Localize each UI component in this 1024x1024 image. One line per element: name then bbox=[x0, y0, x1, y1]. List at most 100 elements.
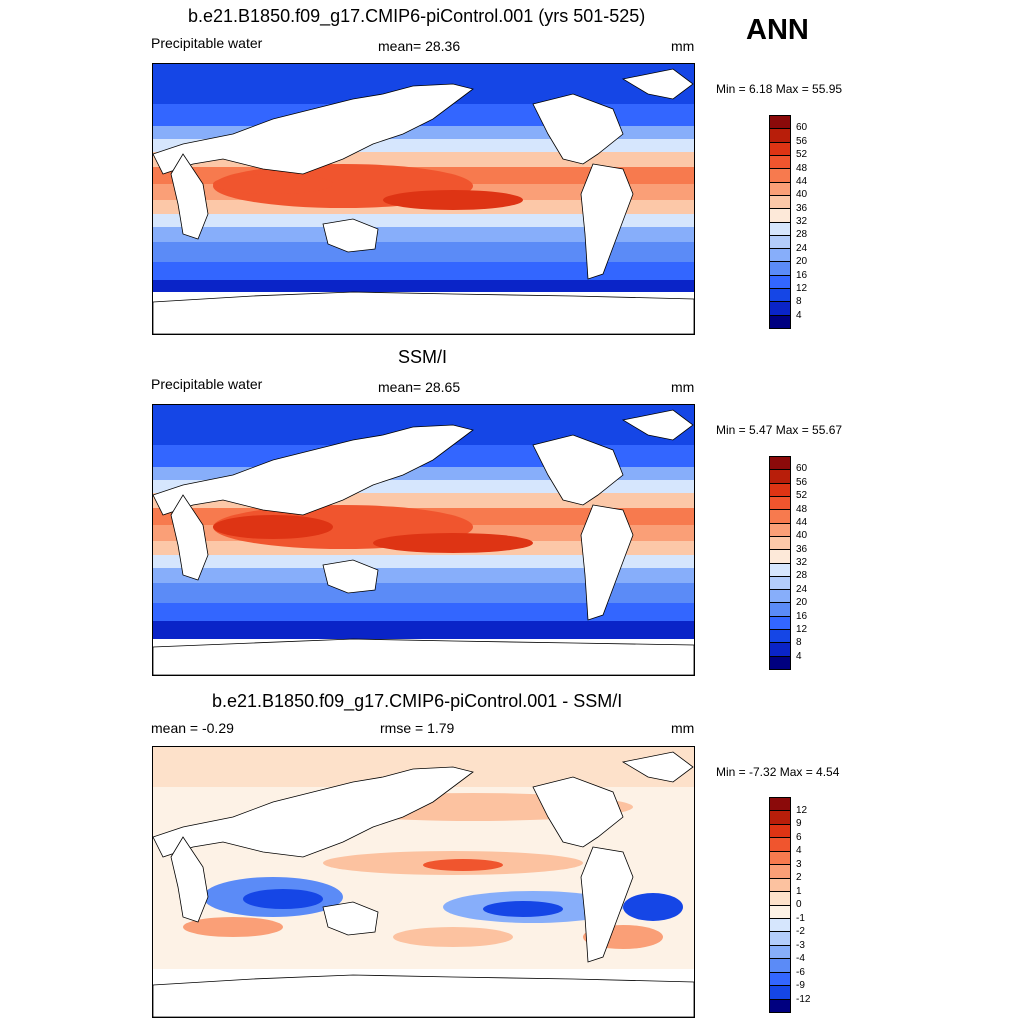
colorbar-tick-label: 32 bbox=[796, 216, 808, 227]
colorbar-box bbox=[770, 603, 790, 617]
colorbar-tick-label: -3 bbox=[796, 939, 805, 951]
colorbar-box bbox=[770, 851, 790, 866]
colorbar-box bbox=[770, 616, 790, 631]
colorbar-tick-label: 56 bbox=[796, 476, 808, 488]
colorbar-box bbox=[770, 918, 790, 933]
colorbar-tick-label: 8 bbox=[796, 296, 802, 308]
colorbar-box bbox=[770, 972, 790, 987]
colorbar-box bbox=[770, 470, 790, 484]
colorbar-box bbox=[770, 945, 790, 960]
colorbar-tick-label: 2 bbox=[796, 872, 802, 883]
colorbar-box bbox=[770, 932, 790, 946]
colorbar-box bbox=[770, 275, 790, 290]
panel1-colorbar bbox=[769, 115, 791, 329]
colorbar-tick-label: -9 bbox=[796, 980, 805, 991]
colorbar-tick-label: 60 bbox=[796, 122, 808, 134]
colorbar-box bbox=[770, 550, 790, 564]
colorbar-box bbox=[770, 838, 790, 852]
colorbar-box bbox=[770, 811, 790, 825]
colorbar-box bbox=[770, 630, 790, 644]
colorbar-tick-label: 44 bbox=[796, 516, 808, 528]
colorbar-box bbox=[770, 590, 790, 604]
colorbar-tick-label: 48 bbox=[796, 503, 808, 515]
colorbar-tick-label: 16 bbox=[796, 610, 808, 622]
colorbar-tick-label: 4 bbox=[796, 845, 802, 856]
colorbar-tick-label: 20 bbox=[796, 256, 808, 268]
colorbar-box bbox=[770, 116, 790, 130]
colorbar-box bbox=[770, 999, 790, 1012]
panel2-units-label: mm bbox=[671, 379, 695, 395]
colorbar-tick-label: -1 bbox=[796, 912, 805, 924]
colorbar-tick-label: 28 bbox=[796, 570, 808, 582]
colorbar-tick-label: 12 bbox=[796, 623, 808, 635]
panel3-title: b.e21.B1850.f09_g17.CMIP6-piControl.001 … bbox=[212, 691, 623, 711]
colorbar-tick-label: -12 bbox=[796, 993, 811, 1005]
colorbar-tick-label: 36 bbox=[796, 543, 808, 555]
panel3-units-label: mm bbox=[671, 720, 695, 736]
colorbar-tick-label: 40 bbox=[796, 530, 808, 542]
colorbar-tick-label: 28 bbox=[796, 229, 808, 241]
colorbar-tick-label: 56 bbox=[796, 135, 808, 147]
panel1-map bbox=[152, 63, 695, 335]
colorbar-tick-label: 24 bbox=[796, 242, 808, 254]
panel1-units-label: mm bbox=[671, 38, 695, 54]
colorbar-box bbox=[770, 457, 790, 471]
colorbar-tick-label: 20 bbox=[796, 597, 808, 609]
colorbar-tick-label: 24 bbox=[796, 583, 808, 595]
colorbar-box bbox=[770, 289, 790, 303]
season-label: ANN bbox=[746, 14, 809, 46]
panel1-title: b.e21.B1850.f09_g17.CMIP6-piControl.001 … bbox=[188, 6, 646, 26]
panel2-colorbar-labels: 60 56 52 48 44 40 36 32 28 24 20 16 12 8… bbox=[796, 456, 836, 670]
panel2-variable-label: Precipitable water bbox=[151, 376, 263, 392]
colorbar-box bbox=[770, 249, 790, 263]
colorbar-tick-label: 6 bbox=[796, 831, 802, 843]
colorbar-tick-label: 3 bbox=[796, 858, 802, 870]
colorbar-tick-label: 1 bbox=[796, 885, 802, 897]
colorbar-tick-label: 32 bbox=[796, 557, 808, 568]
colorbar-box bbox=[770, 496, 790, 511]
colorbar-box bbox=[770, 195, 790, 210]
colorbar-tick-label: 16 bbox=[796, 269, 808, 281]
panel2-title: SSM/I bbox=[398, 347, 448, 367]
colorbar-box bbox=[770, 235, 790, 250]
colorbar-box bbox=[770, 824, 790, 839]
panel3-minmax-label: Min = -7.32 Max = 4.54 bbox=[716, 765, 840, 779]
colorbar-box bbox=[770, 169, 790, 183]
panel3-rmse-label: rmse = 1.79 bbox=[380, 720, 455, 736]
colorbar-tick-label: 4 bbox=[796, 309, 802, 321]
colorbar-box bbox=[770, 798, 790, 812]
colorbar-tick-label: 36 bbox=[796, 202, 808, 214]
colorbar-tick-label: 52 bbox=[796, 149, 808, 161]
colorbar-box bbox=[770, 155, 790, 170]
colorbar-box bbox=[770, 576, 790, 591]
panel2-map bbox=[152, 404, 695, 676]
panel1-minmax-label: Min = 6.18 Max = 55.95 bbox=[716, 82, 843, 96]
colorbar-box bbox=[770, 142, 790, 156]
colorbar-box bbox=[770, 262, 790, 276]
colorbar-box bbox=[770, 222, 790, 236]
colorbar-box bbox=[770, 656, 790, 669]
colorbar-tick-label: 8 bbox=[796, 637, 802, 649]
colorbar-box bbox=[770, 563, 790, 577]
colorbar-box bbox=[770, 959, 790, 973]
panel2-mean-label: mean= 28.65 bbox=[378, 379, 461, 395]
colorbar-box bbox=[770, 905, 790, 919]
colorbar-box bbox=[770, 536, 790, 551]
colorbar-box bbox=[770, 878, 790, 893]
colorbar-tick-label: -2 bbox=[796, 926, 805, 937]
colorbar-box bbox=[770, 643, 790, 657]
colorbar-box bbox=[770, 865, 790, 879]
colorbar-tick-label: 9 bbox=[796, 818, 802, 829]
colorbar-tick-label: 12 bbox=[796, 282, 808, 294]
colorbar-box bbox=[770, 510, 790, 524]
colorbar-tick-label: 52 bbox=[796, 490, 808, 502]
panel3-colorbar bbox=[769, 797, 791, 1013]
colorbar-box bbox=[770, 986, 790, 1000]
colorbar-tick-label: 44 bbox=[796, 175, 808, 187]
panel1-variable-label: Precipitable water bbox=[151, 35, 263, 51]
colorbar-tick-label: -4 bbox=[796, 953, 805, 964]
colorbar-tick-label: -6 bbox=[796, 966, 805, 978]
colorbar-box bbox=[770, 182, 790, 196]
colorbar-tick-label: 40 bbox=[796, 189, 808, 201]
colorbar-box bbox=[770, 315, 790, 328]
